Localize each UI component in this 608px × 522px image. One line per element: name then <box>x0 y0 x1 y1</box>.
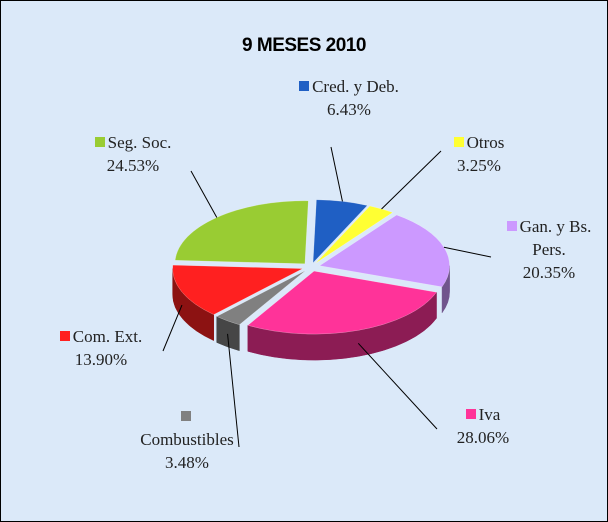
slice-value: 3.25% <box>457 156 501 175</box>
leader-line <box>162 304 183 352</box>
slice <box>312 199 368 264</box>
legend-swatch <box>59 331 70 341</box>
slice-value: 28.06% <box>456 428 510 447</box>
leader-line <box>190 170 218 218</box>
slice-name: Com. Ext. <box>72 327 143 346</box>
leader-line <box>357 343 438 430</box>
legend-swatch <box>180 411 191 421</box>
slice-value: 13.90% <box>74 350 128 369</box>
slice <box>172 264 303 315</box>
leader-line <box>381 150 442 210</box>
legend-swatch <box>453 137 464 147</box>
slice-value: 20.35% <box>522 263 576 282</box>
slice-name: Gan. y Bs. Pers. <box>519 217 592 259</box>
slice-value: 3.48% <box>165 453 209 472</box>
slice-value: 24.53% <box>106 156 160 175</box>
slice-name: Cred. y Deb. <box>312 77 399 96</box>
slice-name: Combustibles <box>140 430 234 449</box>
slice-label: Cred. y Deb. 6.43% <box>294 75 404 121</box>
slice <box>174 200 309 265</box>
slice-label: Otros 3.25% <box>434 131 524 177</box>
slice <box>315 205 394 264</box>
slice <box>247 270 437 335</box>
slice-label: Iva 28.06% <box>433 403 533 449</box>
chart-title: 9 MESES 2010 <box>242 35 366 56</box>
leader-line <box>227 333 240 448</box>
slice <box>318 214 450 288</box>
slice-label: Com. Ext. 13.90% <box>46 325 156 371</box>
slice-label: Seg. Soc. 24.53% <box>78 131 188 177</box>
legend-swatch <box>465 409 476 419</box>
slice-label: Combustibles 3.48% <box>137 405 237 474</box>
leader-line <box>443 246 492 258</box>
legend-swatch <box>506 221 517 231</box>
slice-name: Iva <box>478 405 501 424</box>
slice-label: Gan. y Bs. Pers. 20.35% <box>489 215 608 284</box>
slice <box>216 270 306 325</box>
slice-value: 6.43% <box>327 100 371 119</box>
legend-swatch <box>299 81 310 91</box>
legend-swatch <box>94 137 105 147</box>
slice-name: Otros <box>466 133 505 152</box>
slice-name: Seg. Soc. <box>107 133 172 152</box>
leader-line <box>330 146 343 202</box>
